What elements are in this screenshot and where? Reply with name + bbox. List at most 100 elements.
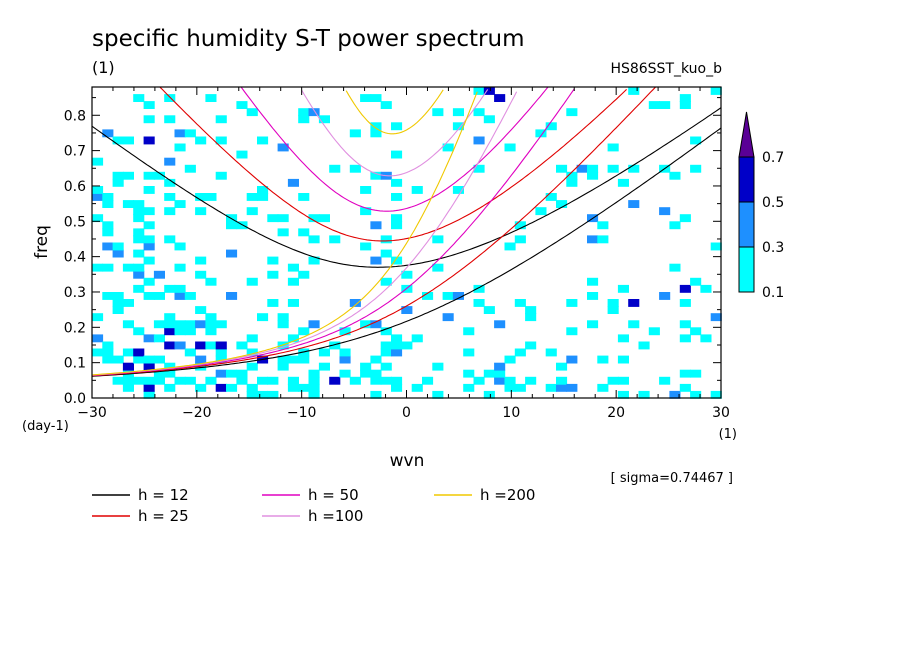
spectral-cell (514, 383, 526, 392)
spectral-cell (112, 376, 124, 385)
spectral-cell (184, 164, 196, 173)
spectral-cell (679, 94, 691, 102)
spectral-cell (92, 313, 104, 322)
spectral-cell (184, 376, 196, 385)
colorbar-segment (738, 246, 755, 293)
spectral-cell (143, 355, 155, 364)
spectral-cell (566, 383, 578, 392)
spectral-cell (205, 327, 217, 336)
spectral-cell (174, 284, 186, 293)
spectral-cell (257, 186, 269, 194)
colorbar-segment (738, 156, 755, 203)
spectral-cell (143, 235, 155, 244)
spectral-cell (215, 341, 227, 350)
spectral-cell (545, 122, 557, 131)
spectral-cell (215, 136, 227, 145)
spectral-cell (143, 136, 155, 145)
spectral-cell (659, 376, 671, 385)
dispersion-curve-ig (240, 86, 549, 212)
dispersion-curves (91, 86, 722, 377)
spectral-cell (360, 207, 372, 216)
spectral-cell (236, 376, 248, 385)
spectral-cell (226, 221, 238, 230)
spectral-cell (710, 313, 722, 322)
spectral-cell (308, 369, 320, 378)
legend-label: h = 50 (308, 486, 359, 504)
spectral-cell (360, 369, 372, 378)
spectral-cell (504, 376, 516, 385)
spectral-cell (473, 164, 485, 173)
spectral-cell (360, 362, 372, 371)
spectral-cell (195, 355, 207, 364)
spectral-cell (483, 87, 495, 95)
spectral-cell (174, 200, 186, 208)
spectral-cell (679, 369, 691, 378)
spectral-cell (566, 327, 578, 336)
spectral-cell (205, 277, 217, 286)
spectral-cell (112, 306, 124, 314)
spectral-cell (277, 214, 289, 223)
spectral-cell (92, 214, 104, 223)
spectral-cell (308, 390, 320, 399)
spectral-cell (92, 157, 104, 166)
spectral-cell (215, 383, 227, 392)
spectral-cell (556, 362, 568, 371)
spectral-cell (494, 320, 506, 329)
spectral-cell (566, 108, 578, 117)
spectral-cell (143, 171, 155, 180)
spectral-cell (700, 284, 712, 293)
spectral-cell (318, 348, 330, 357)
spectral-cell (483, 369, 495, 378)
spectral-cell (257, 390, 269, 399)
y-tick-label: 0.4 (64, 250, 86, 266)
spectral-cell (102, 242, 114, 251)
spectral-cell (102, 341, 114, 350)
dispersion-curve-ig (91, 107, 722, 268)
y-tick-label: 0.8 (64, 108, 86, 124)
spectral-cell (318, 115, 330, 124)
y-tick-label: 0.0 (64, 391, 86, 407)
spectral-cell (133, 207, 145, 216)
spectral-cell (422, 292, 434, 300)
spectral-cell (679, 320, 691, 329)
spectral-cell (710, 242, 722, 251)
spectral-cell (122, 200, 134, 208)
legend-label: h =200 (480, 486, 535, 504)
spectral-cell (545, 193, 557, 201)
spectral-cell (525, 341, 537, 350)
dispersion-curve-ig (301, 89, 489, 177)
spectral-cell (442, 143, 454, 152)
spectral-cell (628, 200, 640, 208)
spectral-cell (195, 383, 207, 392)
sigma-label: [ sigma=0.74467 ] (611, 471, 733, 486)
spectral-cell (195, 341, 207, 350)
spectral-cell (514, 235, 526, 244)
spectral-cell (370, 369, 382, 378)
spectral-cell (215, 348, 227, 357)
spectral-cell (432, 362, 444, 371)
spectral-cell (133, 228, 145, 237)
spectral-cell (267, 376, 279, 385)
spectral-cell (648, 327, 660, 336)
spectral-cell (380, 235, 392, 244)
y-tick-label: 0.2 (64, 320, 86, 336)
spectral-cell (102, 129, 114, 138)
spectral-cell (349, 376, 361, 385)
spectral-cell (133, 376, 145, 385)
colorbar-level-label: 0.7 (762, 150, 784, 166)
spectral-cell (370, 221, 382, 230)
spectral-cell (329, 235, 341, 244)
spectral-cell (473, 299, 485, 307)
spectral-cell (308, 376, 320, 385)
legend-label: h = 25 (138, 507, 189, 525)
spectral-cell (442, 292, 454, 300)
spectral-cell (122, 136, 134, 145)
spectral-cell (566, 178, 578, 187)
spectral-cell (164, 94, 176, 102)
spectral-cell (164, 235, 176, 244)
spectral-cell (556, 376, 568, 385)
spectral-cell (287, 178, 299, 187)
spectral-cell (339, 348, 351, 357)
spectral-cell (215, 369, 227, 378)
